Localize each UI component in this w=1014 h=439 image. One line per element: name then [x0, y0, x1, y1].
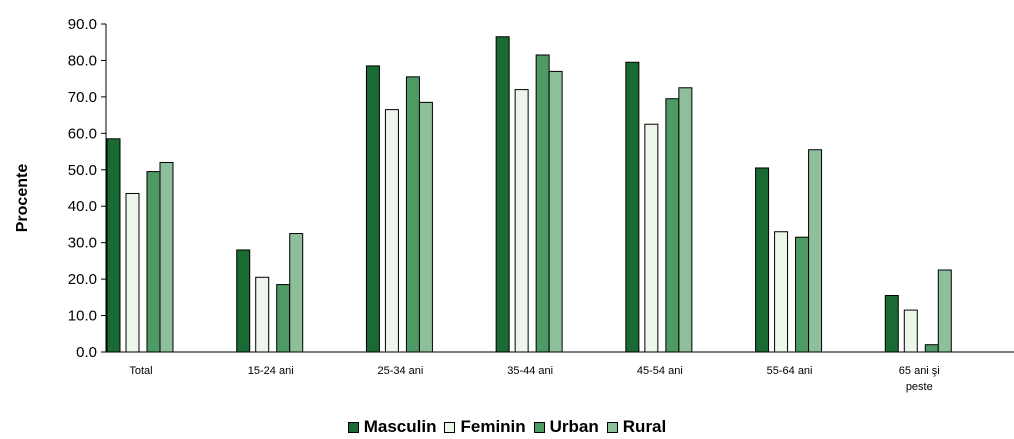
bar-feminin	[514, 89, 529, 353]
y-tick-label: 0.0	[76, 344, 97, 361]
legend-item-masculin: Masculin	[347, 417, 437, 437]
bar-urban	[276, 284, 291, 353]
bar-masculin	[236, 249, 251, 353]
bar-urban	[924, 344, 939, 353]
y-axis-label: Procente	[14, 164, 31, 233]
bar-urban	[535, 54, 550, 353]
y-tick-label: 40.0	[68, 198, 97, 215]
bar-masculin	[625, 61, 640, 353]
bar-feminin	[774, 231, 789, 353]
y-tick-label: 80.0	[68, 52, 97, 69]
legend: Masculin Feminin Urban Rural	[0, 417, 1014, 438]
legend-label: Feminin	[460, 417, 526, 436]
category-label: 55-64 ani	[767, 365, 813, 377]
bar-rural	[548, 70, 563, 353]
legend-label: Rural	[622, 417, 667, 436]
legend-item-urban: Urban	[533, 417, 599, 437]
legend-swatch	[606, 421, 618, 433]
legend-item-rural: Rural	[606, 417, 667, 437]
y-tick-label: 20.0	[68, 271, 97, 288]
chart: Procente 0.0 10.0 20.0 30.0 40.0 50.0 60.0 70.0…	[14, 16, 1014, 393]
legend-swatch	[444, 421, 456, 433]
bar-urban	[146, 171, 161, 353]
bar-rural	[159, 161, 174, 353]
bar-feminin	[903, 309, 918, 353]
bar-rural	[678, 87, 693, 353]
y-tick-label: 10.0	[68, 308, 97, 325]
bar-masculin	[884, 295, 899, 353]
legend-swatch	[347, 421, 359, 433]
category-label: 65 ani şi	[899, 365, 940, 377]
bar-rural	[418, 101, 433, 353]
category-label: 35-44 ani	[507, 365, 553, 377]
legend-label: Masculin	[363, 417, 437, 436]
category-label: peste	[906, 381, 933, 393]
bar-feminin	[384, 109, 399, 353]
bar-rural	[808, 149, 823, 353]
bar-feminin	[255, 276, 270, 353]
bar-feminin	[644, 123, 659, 353]
bar-masculin	[495, 36, 510, 353]
bar-urban	[405, 76, 420, 353]
bar-rural	[937, 269, 952, 353]
bar-urban	[795, 236, 810, 353]
y-tick-label: 50.0	[68, 162, 97, 179]
category-label: 25-34 ani	[377, 365, 423, 377]
bar-rural	[289, 233, 304, 353]
y-tick-label: 90.0	[68, 16, 97, 33]
y-tick-label: 30.0	[68, 235, 97, 252]
bar-urban	[665, 98, 680, 353]
legend-swatch	[533, 421, 545, 433]
bar-feminin	[125, 192, 140, 353]
bar-masculin	[106, 138, 121, 353]
y-tick-label: 60.0	[68, 125, 97, 142]
bar-masculin	[365, 65, 380, 353]
bar-masculin	[755, 167, 770, 353]
legend-label: Urban	[549, 417, 599, 436]
category-label: 15-24 ani	[248, 365, 294, 377]
category-label: 45-54 ani	[637, 365, 683, 377]
y-tick-label: 70.0	[68, 89, 97, 106]
legend-item-feminin: Feminin	[444, 417, 526, 437]
category-label: Total	[129, 365, 152, 377]
